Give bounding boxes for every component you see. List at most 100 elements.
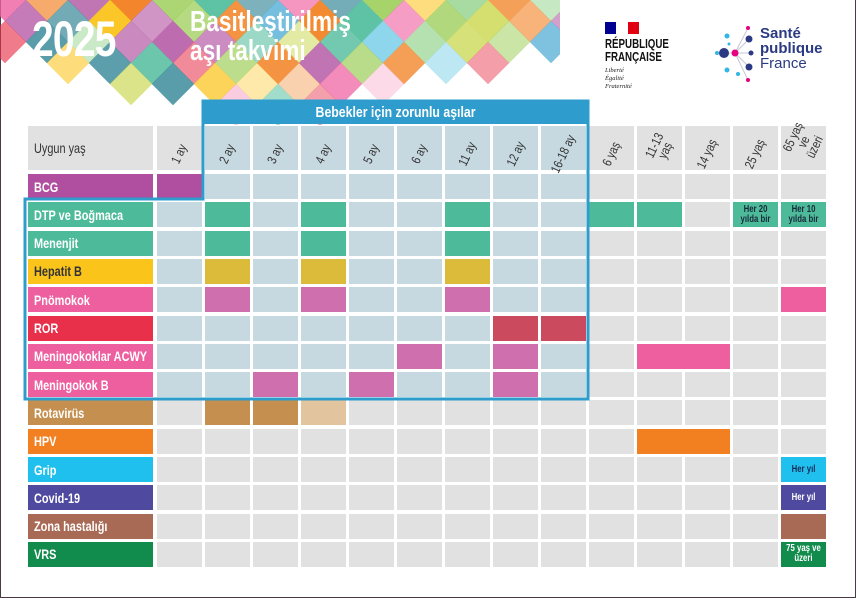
table-cell <box>733 485 778 511</box>
table-cell <box>637 372 682 398</box>
table-cell <box>589 485 634 511</box>
table-cell <box>637 541 682 567</box>
row-label-text: Menenjit <box>34 235 79 252</box>
row-label-text: ROR <box>34 320 59 336</box>
table-cell <box>541 513 586 539</box>
year-title: 2025 <box>32 10 139 68</box>
table-cell <box>637 287 682 313</box>
row-label: Pnömokok <box>28 287 153 313</box>
table-cell <box>397 428 442 454</box>
corner-label-text: Uygun yaş <box>34 140 86 156</box>
vaccine-dose-mark <box>445 230 490 256</box>
network-dots-icon <box>715 26 754 82</box>
vaccine-dose-mark <box>349 372 394 398</box>
table-cell <box>685 541 730 567</box>
table-cell <box>349 315 394 341</box>
title-line-2: aşı takvimi <box>190 35 306 67</box>
table-cell <box>301 174 346 199</box>
table-cell <box>157 372 202 398</box>
table-cell <box>541 541 586 567</box>
table-cell <box>397 315 442 341</box>
vaccine-dose-mark <box>205 230 250 256</box>
table-cell <box>205 457 250 482</box>
table-cell <box>685 400 730 426</box>
vaccine-dose-mark <box>205 202 250 228</box>
column-header: 3 ay <box>253 126 298 170</box>
vaccine-dose-mark: Her 10 yılda bir <box>781 202 826 228</box>
table-cell <box>493 174 538 199</box>
row-label-text: Zona hastalığı <box>34 518 108 535</box>
table-cell <box>589 258 634 284</box>
table-cell <box>733 428 778 454</box>
column-header-text: 16-18 ay <box>547 132 579 176</box>
table-cell <box>685 230 730 256</box>
table-cell <box>205 541 250 567</box>
rf-motto-2: Égalité <box>605 75 624 82</box>
row-label-text: Meningokoklar ACWY <box>34 348 148 365</box>
row-label: ROR <box>28 315 153 341</box>
vaccine-dose-mark <box>301 258 346 284</box>
table-cell <box>157 343 202 369</box>
table-cell <box>301 485 346 511</box>
table-cell <box>157 457 202 482</box>
column-header-text: 4 ay <box>312 141 334 166</box>
table-cell <box>541 258 586 284</box>
table-cell <box>349 457 394 482</box>
dose-note: Her yıl <box>791 491 816 503</box>
row-label: VRS <box>28 541 153 567</box>
table-cell <box>253 287 298 313</box>
table-cell <box>493 287 538 313</box>
table-cell <box>781 174 826 199</box>
table-cell <box>685 174 730 199</box>
table-cell <box>397 372 442 398</box>
table-cell <box>493 400 538 426</box>
table-cell <box>685 372 730 398</box>
table-cell <box>445 428 490 454</box>
vaccine-dose-mark <box>445 202 490 228</box>
table-cell <box>301 343 346 369</box>
column-header: 4 ay <box>301 126 346 170</box>
row-label: BCG <box>28 174 153 199</box>
row-label-text: BCG <box>34 178 59 195</box>
table-cell <box>685 457 730 482</box>
row-label: Hepatit B <box>28 258 153 284</box>
table-cell <box>445 372 490 398</box>
row-label: Rotavirüs <box>28 400 153 426</box>
table-cell <box>685 315 730 341</box>
table-cell <box>301 372 346 398</box>
corner-label: Uygun yaş <box>28 126 153 170</box>
table-cell <box>685 513 730 539</box>
table-cell <box>541 400 586 426</box>
table-cell <box>349 343 394 369</box>
table-cell <box>301 457 346 482</box>
table-cell <box>349 428 394 454</box>
table-cell <box>685 287 730 313</box>
table-cell <box>637 513 682 539</box>
table-cell <box>157 202 202 228</box>
table-cell <box>397 541 442 567</box>
table-cell <box>253 457 298 482</box>
table-cell <box>589 287 634 313</box>
column-header: 12 ay <box>493 126 538 170</box>
table-cell <box>685 202 730 228</box>
table-cell <box>349 287 394 313</box>
table-cell <box>205 174 250 199</box>
column-header: 6 ay <box>397 126 442 170</box>
table-cell <box>253 202 298 228</box>
table-cell <box>205 343 250 369</box>
band-label: Bebekler için zorunlu aşılar <box>316 104 476 121</box>
table-cell <box>781 258 826 284</box>
rf-motto-1: Liberté <box>605 67 624 74</box>
vaccine-dose-mark <box>493 343 538 369</box>
table-cell <box>493 457 538 482</box>
row-label: DTP ve Boğmaca <box>28 202 153 228</box>
row-label-text: VRS <box>34 546 57 563</box>
table-cell <box>349 258 394 284</box>
table-cell <box>781 400 826 426</box>
table-cell <box>493 258 538 284</box>
column-header-text: 1 ay <box>168 141 190 166</box>
table-cell <box>733 315 778 341</box>
page-title: Basitleştirilmiş aşı takvimi <box>190 8 396 66</box>
table-cell <box>253 513 298 539</box>
table-cell <box>637 174 682 199</box>
